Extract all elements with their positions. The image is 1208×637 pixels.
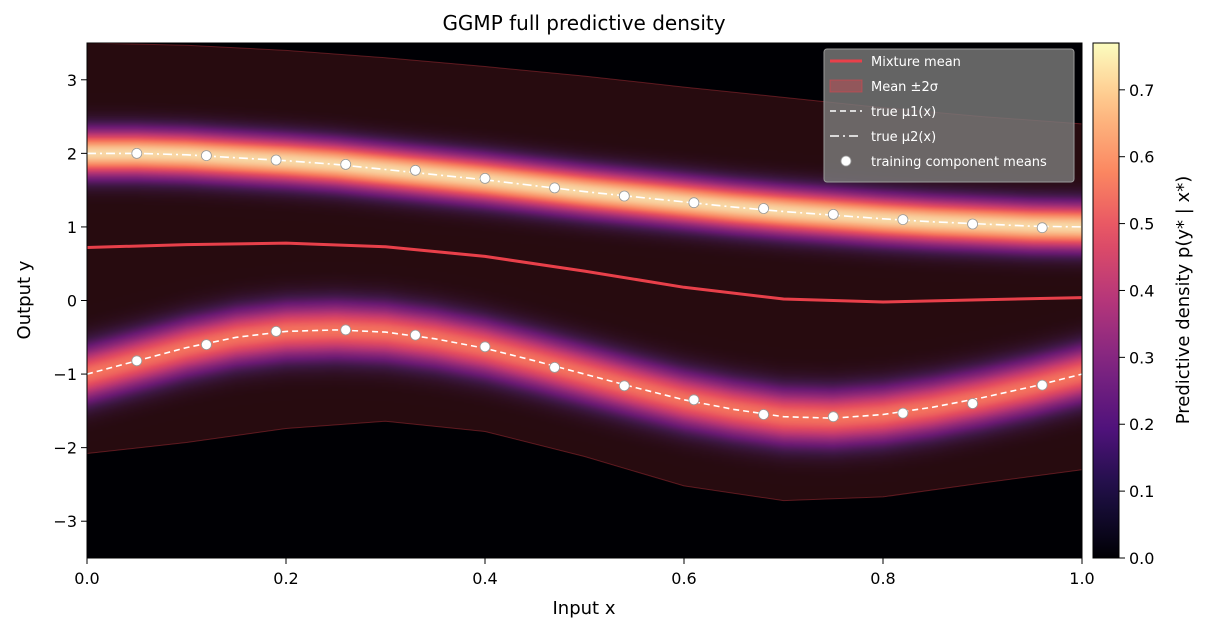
training-point xyxy=(758,409,769,420)
x-tick-label: 0.6 xyxy=(671,569,696,588)
training-point xyxy=(618,380,630,392)
x-tick-label: 0.2 xyxy=(273,569,298,588)
colorbar-tick-label: 0.1 xyxy=(1129,482,1154,501)
training-point xyxy=(758,203,769,214)
y-tick-label: −2 xyxy=(53,439,77,458)
training-point xyxy=(897,214,909,226)
true-mu2-line xyxy=(87,152,1082,228)
legend-swatch-band xyxy=(829,79,863,93)
colorbar-ticks: 0.0 0.1 0.2 0.3 0.4 0.5 0.6 0.7 xyxy=(1119,81,1154,568)
true-mu1-line xyxy=(87,329,1082,420)
legend-box xyxy=(823,48,1075,183)
colorbar: 0.0 0.1 0.2 0.3 0.4 0.5 0.6 0.7 Predictive dens… xyxy=(1092,42,1194,568)
training-point xyxy=(827,208,839,220)
training-point xyxy=(270,154,282,166)
legend-label: Mixture mean xyxy=(871,55,961,70)
y-axis-label: Output y xyxy=(14,260,35,339)
x-tick-label: 0.4 xyxy=(472,569,497,588)
training-point xyxy=(200,150,212,162)
colorbar-tick-label: 0.3 xyxy=(1129,348,1154,367)
x-tick-label: 1.0 xyxy=(1069,569,1094,588)
y-tick-label: 3 xyxy=(67,71,77,90)
legend-label: training component means xyxy=(871,155,1047,170)
y-tick-label: −3 xyxy=(53,512,77,531)
training-point xyxy=(131,355,143,367)
training-point xyxy=(200,339,212,351)
y-tick-label: −1 xyxy=(53,365,77,384)
training-point xyxy=(479,172,491,184)
x-axis: 0.0 0.2 0.4 0.6 0.8 1.0 xyxy=(74,558,1095,588)
training-point xyxy=(1036,379,1048,391)
training-point xyxy=(897,407,909,419)
legend-label: true μ2(x) xyxy=(871,130,936,145)
legend-swatch-points xyxy=(840,155,852,167)
chart-title: GGMP full predictive density xyxy=(442,11,725,35)
training-point xyxy=(340,158,352,170)
colorbar-tick-label: 0.6 xyxy=(1129,148,1154,167)
y-axis: −3 −2 −1 0 1 2 3 xyxy=(53,71,87,531)
legend-label: Mean ±2σ xyxy=(871,80,938,95)
colorbar-tick-label: 0.5 xyxy=(1129,215,1154,234)
training-point xyxy=(409,164,421,176)
y-tick-label: 2 xyxy=(67,144,77,163)
mixture-mean-line xyxy=(87,241,1082,304)
colorbar-frame xyxy=(1092,42,1120,559)
colorbar-gradient xyxy=(1093,43,1119,558)
training-point xyxy=(827,411,839,423)
training-point xyxy=(549,182,560,194)
training-point xyxy=(340,324,352,336)
x-tick-label: 0.8 xyxy=(870,569,895,588)
legend-label: true μ1(x) xyxy=(871,105,936,120)
training-point xyxy=(1036,222,1048,234)
training-point xyxy=(967,218,978,230)
y-tick-label: 0 xyxy=(67,292,77,311)
training-point xyxy=(688,197,700,209)
x-axis-label: Input x xyxy=(553,598,616,619)
training-point xyxy=(479,341,491,353)
colorbar-label: Predictive density p(y* | x*) xyxy=(1173,176,1194,424)
legend: Mixture mean Mean ±2σ true μ1(x) true μ2(x)… xyxy=(823,48,1075,183)
x-tick-label: 0.0 xyxy=(74,569,99,588)
y-tick-label: 1 xyxy=(67,218,77,237)
colorbar-tick-label: 0.7 xyxy=(1129,81,1154,100)
training-point xyxy=(688,394,700,406)
training-point xyxy=(270,325,282,337)
training-point xyxy=(409,329,421,341)
colorbar-tick-label: 0.0 xyxy=(1129,549,1154,568)
training-point xyxy=(618,190,630,202)
training-point xyxy=(131,147,143,159)
training-point xyxy=(967,398,978,409)
colorbar-tick-label: 0.2 xyxy=(1129,415,1154,434)
training-point xyxy=(549,361,560,373)
colorbar-tick-label: 0.4 xyxy=(1129,281,1154,300)
